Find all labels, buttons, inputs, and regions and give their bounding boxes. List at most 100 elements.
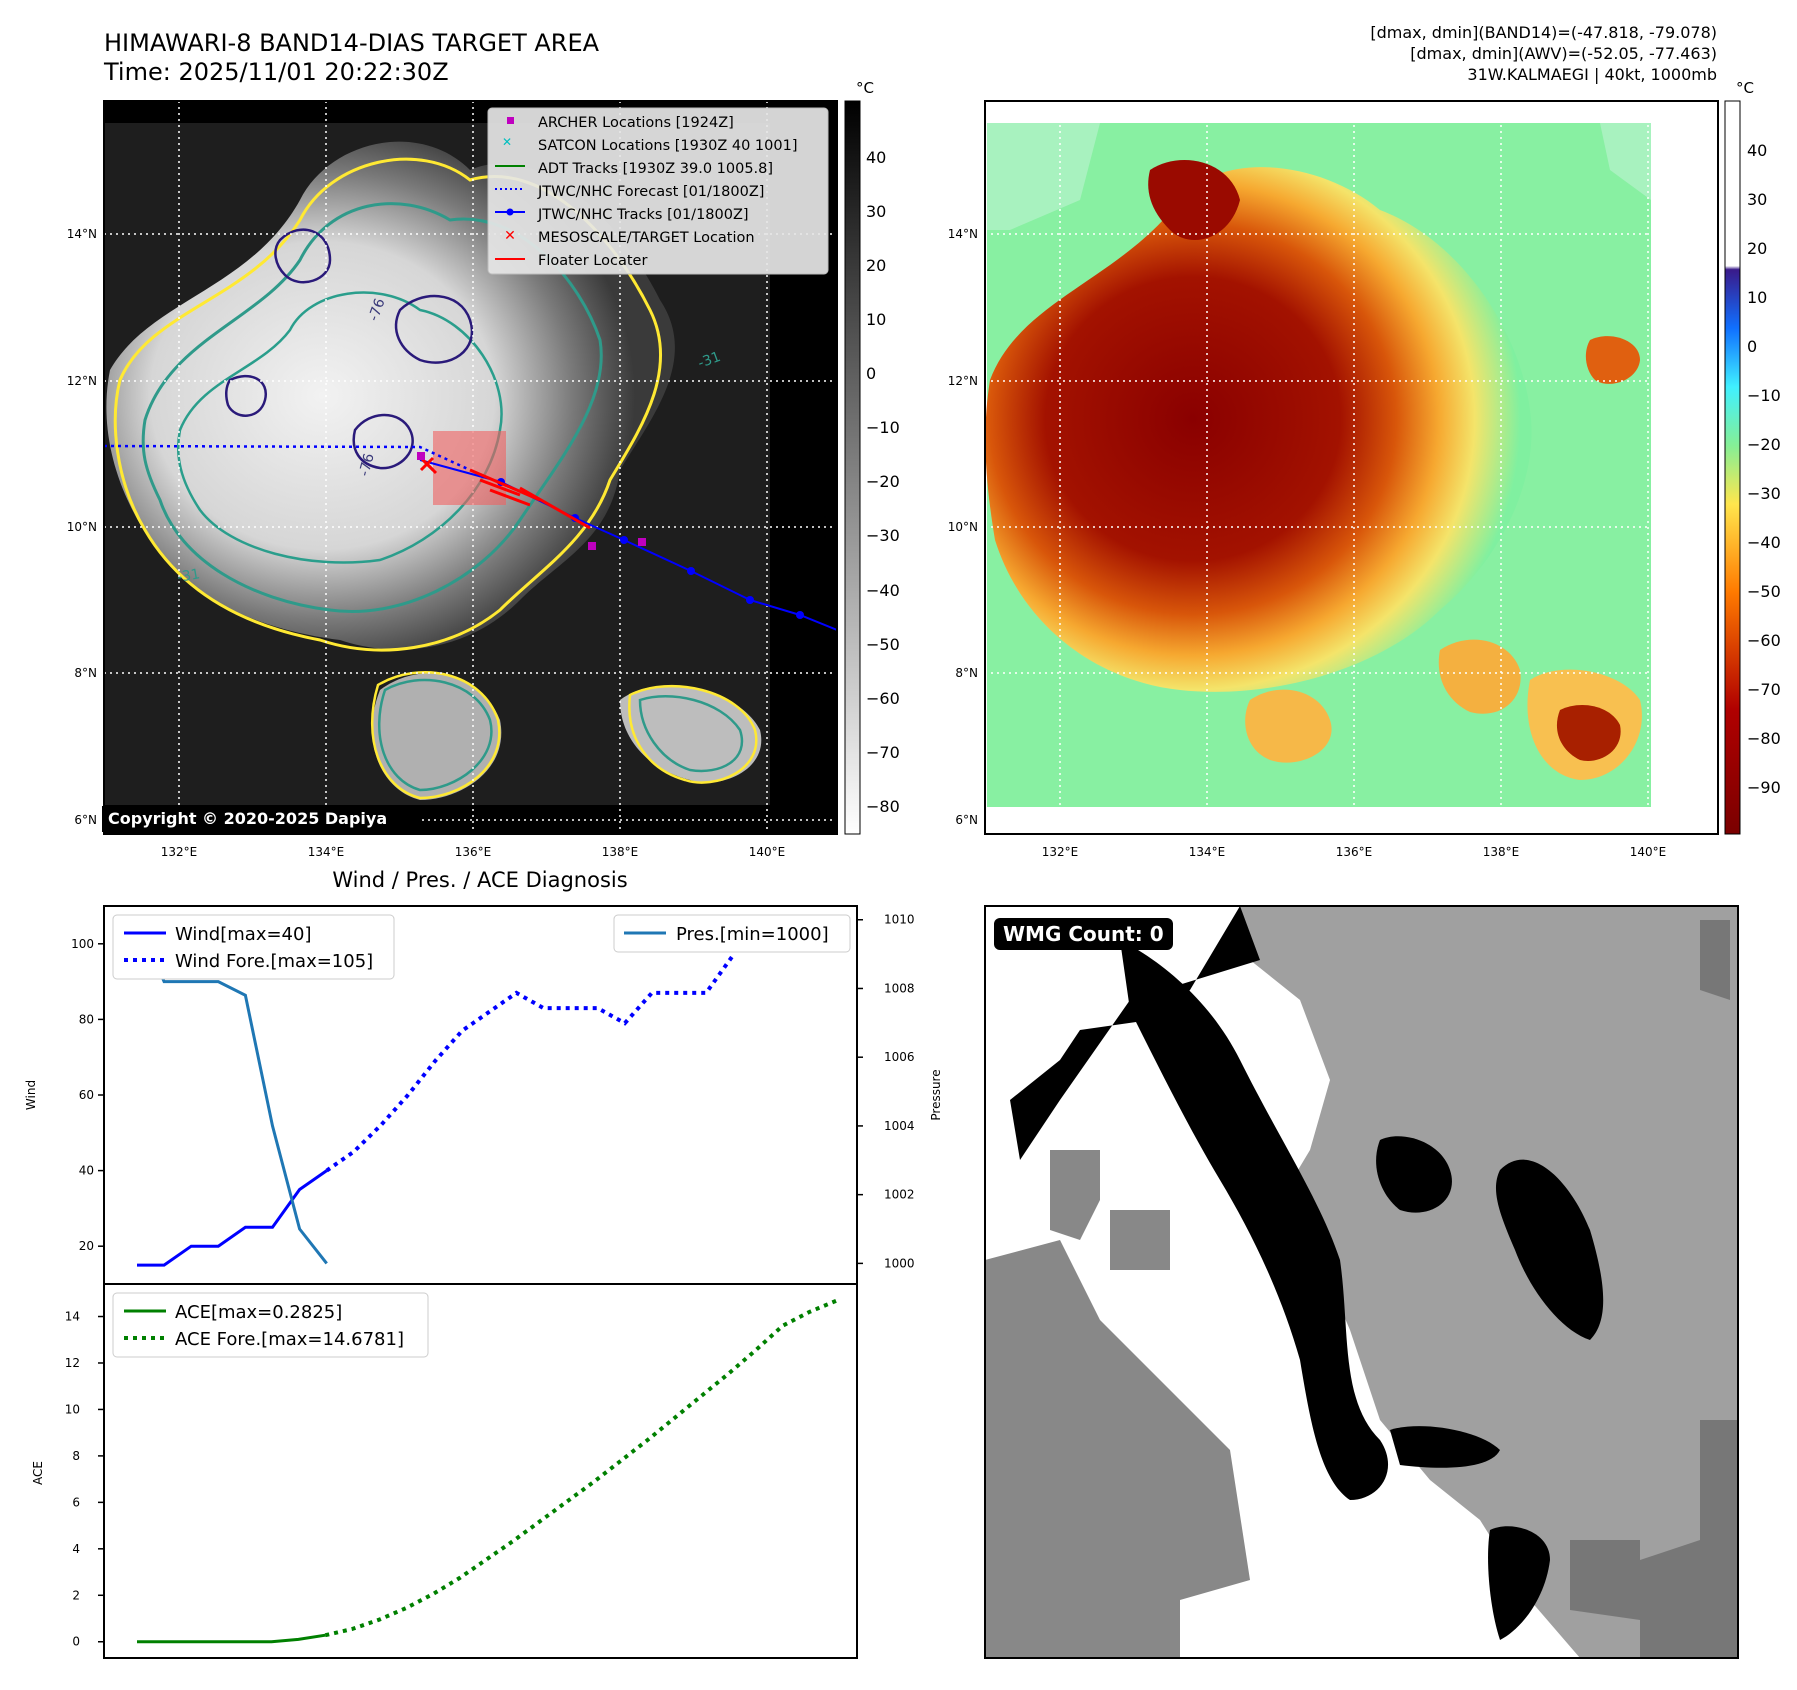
svg-text:12°N: 12°N (67, 374, 97, 388)
svg-text:132°E: 132°E (161, 845, 198, 859)
svg-text:−30: −30 (1747, 484, 1781, 503)
colorbar-color: °C 40 30 20 10 0 −10 −20 −30 −40 −50 −60… (1724, 79, 1781, 835)
contour-label: -31 (696, 349, 723, 372)
svg-text:140°E: 140°E (1630, 845, 1667, 859)
svg-text:138°E: 138°E (1483, 845, 1520, 859)
svg-text:−90: −90 (1747, 778, 1781, 797)
ace-series (137, 1298, 838, 1644)
ir-color-map (985, 101, 1718, 834)
archer-marker (638, 538, 646, 546)
map1-frame (103, 100, 838, 835)
wind-tick-label: 20 (79, 1239, 94, 1253)
svg-text:10°N: 10°N (948, 520, 978, 534)
legend-target-marker: ✕ (504, 228, 516, 244)
svg-text:−40: −40 (1747, 533, 1781, 552)
legend-satcon-marker: ✕ (502, 135, 512, 149)
svg-text:10: 10 (1747, 288, 1767, 307)
ace-axes: 0 2 4 6 8 10 12 14 ACE ACE[max=0.2825] ACE Fore… (31, 1283, 858, 1659)
map1-lon-labels: 132°E 134°E 136°E 138°E 140°E (161, 845, 786, 859)
legend-label: MESOSCALE/TARGET Location (538, 230, 755, 246)
wind-series (135, 919, 735, 1267)
svg-text:−60: −60 (866, 689, 900, 708)
archer-marker (588, 542, 596, 550)
svg-text:40: 40 (1747, 141, 1767, 160)
contour-label: -76 (366, 296, 389, 323)
colorbar-gray-unit: °C (856, 79, 874, 97)
svg-text:−20: −20 (1747, 435, 1781, 454)
svg-text:20: 20 (866, 256, 886, 275)
ace-tick-label: 6 (72, 1495, 80, 1509)
legend-label: SATCON Locations [1930Z 40 1001] (538, 138, 797, 154)
ace-tick-label: 8 (72, 1449, 80, 1463)
ace-tick-label: 0 (72, 1635, 80, 1649)
wind-y-ticks: 20 40 60 80 100 (71, 937, 104, 1253)
colorbar-color-unit: °C (1736, 79, 1754, 97)
floater-locater (469, 468, 591, 530)
svg-text:12°N: 12°N (948, 374, 978, 388)
ace-y-ticks: 0 2 4 6 8 10 12 14 (65, 1310, 104, 1649)
svg-text:134°E: 134°E (1189, 845, 1226, 859)
legend-archer-marker (507, 117, 514, 124)
ace-tick-label: 4 (72, 1542, 80, 1556)
legend-label: ARCHER Locations [1924Z] (538, 115, 734, 131)
map2-lon-labels: 132°E 134°E 136°E 138°E 140°E (1042, 845, 1667, 859)
legend-ace-label: ACE[max=0.2825] (175, 1302, 342, 1323)
copyright-label: Copyright © 2020-2025 Dapiya (102, 806, 422, 832)
wind-tick-label: 40 (79, 1164, 94, 1178)
map2-gridlines (985, 101, 1718, 834)
wmg-count-label: WMG Count: 0 (994, 918, 1173, 950)
figure-title: HIMAWARI-8 BAND14-DIAS TARGET AREA (104, 29, 600, 57)
pressure-tick-label: 1000 (884, 1256, 915, 1270)
legend-label: JTWC/NHC Tracks [01/1800Z] (537, 207, 749, 223)
svg-text:−30: −30 (866, 526, 900, 545)
svg-text:6°N: 6°N (74, 813, 97, 827)
wind-tick-label: 60 (79, 1088, 94, 1102)
svg-text:132°E: 132°E (1042, 845, 1079, 859)
wmg-panel (984, 905, 1739, 1659)
map2-frame (984, 100, 1719, 835)
pressure-tick-label: 1008 (884, 981, 915, 995)
svg-text:−70: −70 (1747, 680, 1781, 699)
legend-label: Floater Locater (538, 253, 647, 269)
pressure-tick-label: 1002 (884, 1188, 915, 1202)
svg-text:−10: −10 (866, 418, 900, 437)
svg-text:134°E: 134°E (308, 845, 345, 859)
svg-text:14°N: 14°N (67, 227, 97, 241)
colorbar-color-ticks: 40 30 20 10 0 −10 −20 −30 −40 −50 −60 −7… (1747, 141, 1781, 797)
pressure-tick-label: 1004 (884, 1119, 915, 1133)
ace-axis-label: ACE (31, 1461, 45, 1485)
ace-series-line-0 (137, 1633, 326, 1644)
ace-legend: ACE[max=0.2825] ACE Fore.[max=14.6781] (112, 1292, 429, 1358)
svg-text:40: 40 (866, 148, 886, 167)
legend-ace-fore-label: ACE Fore.[max=14.6781] (175, 1329, 404, 1350)
wind-axis-label: Wind (24, 1080, 38, 1110)
map1-lat-labels: 14°N 12°N 10°N 8°N 6°N (67, 227, 97, 827)
wind-legend: Wind[max=40] Wind Fore.[max=105] Pres.[m… (112, 914, 851, 980)
stats-storm: 31W.KALMAEGI | 40kt, 1000mb (1467, 65, 1717, 84)
legend-pres-label: Pres.[min=1000] (676, 924, 829, 945)
ace-tick-label: 10 (65, 1402, 80, 1416)
contour-label: -31 (176, 566, 201, 586)
pressure-y-ticks: 1000 1002 1004 1006 1008 1010 (857, 913, 915, 1270)
ace-series-line-1 (324, 1298, 838, 1638)
legend-wind-fore-label: Wind Fore.[max=105] (175, 951, 373, 972)
svg-text:14°N: 14°N (948, 227, 978, 241)
map2-lat-labels: 14°N 12°N 10°N 8°N 6°N (948, 227, 978, 827)
figure-time: Time: 2025/11/01 20:22:30Z (103, 58, 449, 86)
legend-label: ADT Tracks [1930Z 39.0 1005.8] (538, 161, 773, 177)
svg-text:0: 0 (866, 364, 876, 383)
diagnosis-title: Wind / Pres. / ACE Diagnosis (332, 868, 627, 892)
svg-text:8°N: 8°N (955, 666, 978, 680)
stats-awv: [dmax, dmin](AWV)=(-52.05, -77.463) (1410, 44, 1717, 63)
svg-text:136°E: 136°E (1336, 845, 1373, 859)
map-gridlines (104, 101, 837, 834)
colorbar-gray-ticks: 40 30 20 10 0 −10 −20 −30 −40 −50 −60 −7… (866, 148, 900, 816)
svg-text:−50: −50 (866, 635, 900, 654)
svg-text:30: 30 (866, 202, 886, 221)
legend-wind-label: Wind[max=40] (175, 924, 312, 945)
series-line-2 (135, 919, 328, 1265)
series-line-0 (137, 1169, 328, 1267)
wind-pressure-axes: 20 40 60 80 100 1000 1002 1004 1006 1008 1010 Win… (24, 905, 943, 1285)
svg-text:0: 0 (1747, 337, 1757, 356)
